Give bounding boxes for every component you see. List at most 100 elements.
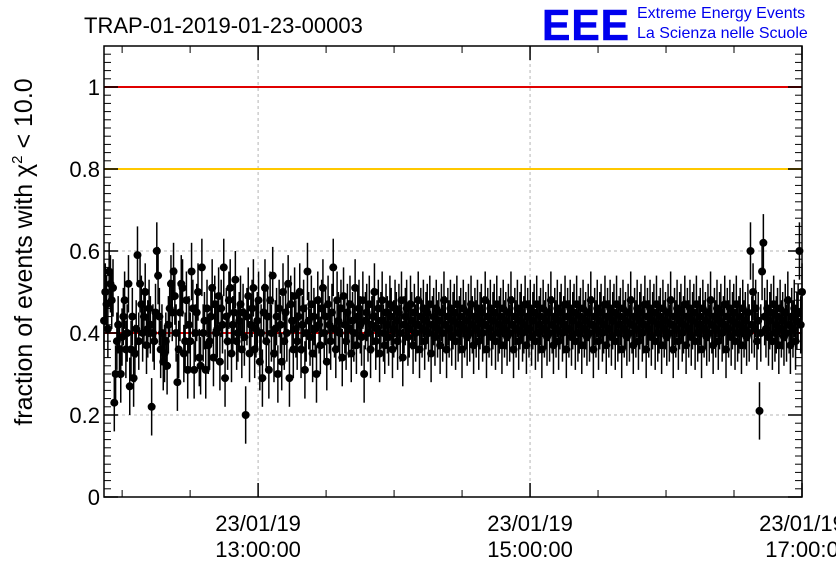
- data-point: [195, 353, 204, 362]
- data-point: [506, 296, 515, 305]
- data-point: [231, 275, 240, 284]
- data-point: [152, 247, 161, 255]
- data-point: [178, 283, 187, 292]
- data-point: [322, 357, 331, 366]
- data-point: [124, 279, 133, 288]
- data-point: [103, 324, 112, 333]
- data-point: [743, 308, 752, 317]
- data-point: [223, 337, 232, 346]
- data-point: [147, 402, 156, 411]
- data-point: [338, 353, 347, 362]
- data-point: [186, 337, 195, 346]
- data-point: [258, 374, 267, 383]
- data-point: [253, 316, 262, 325]
- x-tick-time: 17:00:0: [765, 537, 836, 562]
- x-tick-time: 15:00:00: [487, 537, 573, 562]
- data-point: [170, 292, 179, 301]
- eee-logo: EEE Extreme Energy Events La Scienza nel…: [542, 1, 808, 51]
- data-point: [427, 349, 436, 358]
- data-point: [194, 288, 203, 296]
- data-point: [294, 312, 303, 321]
- axis-ticks: [104, 45, 803, 498]
- data-point: [120, 296, 129, 305]
- data-point: [276, 320, 285, 329]
- data-point: [388, 345, 397, 354]
- data-point: [375, 349, 384, 358]
- data-point: [191, 329, 200, 337]
- data-point: [297, 345, 306, 354]
- data-point: [199, 329, 208, 337]
- data-point: [269, 349, 278, 358]
- data-point: [360, 370, 369, 378]
- data-point: [329, 263, 338, 272]
- y-axis-label-suffix: < 10.0: [10, 78, 38, 155]
- x-tick-date: 23/01/19: [487, 511, 573, 536]
- data-point: [759, 238, 768, 247]
- data-point: [706, 296, 715, 305]
- data-point: [142, 341, 151, 350]
- data-point: [125, 382, 134, 391]
- data-point: [293, 337, 302, 346]
- data-point: [300, 365, 309, 374]
- data-point: [241, 411, 250, 419]
- x-tick-label: 23/01/1917:00:0: [759, 511, 836, 562]
- data-point: [339, 292, 348, 301]
- data-point: [316, 341, 325, 350]
- x-tick-date: 23/01/19: [759, 511, 836, 536]
- data-point: [154, 271, 163, 280]
- data-point: [282, 329, 291, 337]
- data-point: [746, 247, 755, 255]
- data-point: [357, 333, 366, 342]
- y-axis-label: fraction of events with χ2 < 10.0: [9, 78, 38, 425]
- data-point: [312, 370, 321, 378]
- data-point: [295, 288, 304, 296]
- data-point: [116, 370, 125, 378]
- data-point: [303, 267, 312, 276]
- data-point: [141, 288, 150, 296]
- data-point: [752, 337, 761, 346]
- x-tick-labels: 23/01/1913:00:0023/01/1915:00:0023/01/19…: [215, 511, 836, 562]
- data-point: [219, 263, 228, 272]
- data-point: [242, 312, 251, 321]
- eee-logo-line1: Extreme Energy Events: [637, 5, 805, 22]
- data-point: [109, 283, 118, 292]
- data-point: [114, 320, 123, 329]
- plot-frame: [103, 45, 803, 498]
- data-point: [130, 349, 139, 358]
- data-point: [366, 345, 375, 354]
- data-point: [226, 283, 235, 292]
- data-point: [184, 320, 193, 329]
- data-point: [352, 341, 361, 350]
- data-point: [783, 296, 792, 305]
- data-point: [221, 374, 230, 383]
- y-tick-label: 1: [88, 75, 100, 100]
- data-points: [100, 214, 806, 444]
- data-point: [378, 296, 387, 305]
- data-point: [128, 312, 137, 321]
- data-point: [248, 304, 257, 313]
- data-point: [169, 267, 178, 276]
- y-axis-label-main: fraction of events with χ: [10, 164, 38, 426]
- data-point: [134, 337, 143, 346]
- data-point: [129, 374, 138, 383]
- data-point: [264, 365, 273, 374]
- data-point: [197, 263, 206, 272]
- data-point: [217, 304, 226, 313]
- data-point: [136, 279, 145, 288]
- data-point: [190, 365, 199, 374]
- data-point: [273, 370, 282, 378]
- data-point: [285, 374, 294, 383]
- data-point: [268, 271, 277, 280]
- y-tick-label: 0: [88, 485, 100, 510]
- data-point: [324, 300, 333, 309]
- data-point: [164, 320, 173, 329]
- data-point: [192, 308, 201, 317]
- data-point: [313, 296, 322, 305]
- data-point: [227, 349, 236, 358]
- data-point: [123, 329, 132, 337]
- chart-title: TRAP-01-2019-01-23-00003: [84, 13, 363, 38]
- data-point: [119, 312, 128, 321]
